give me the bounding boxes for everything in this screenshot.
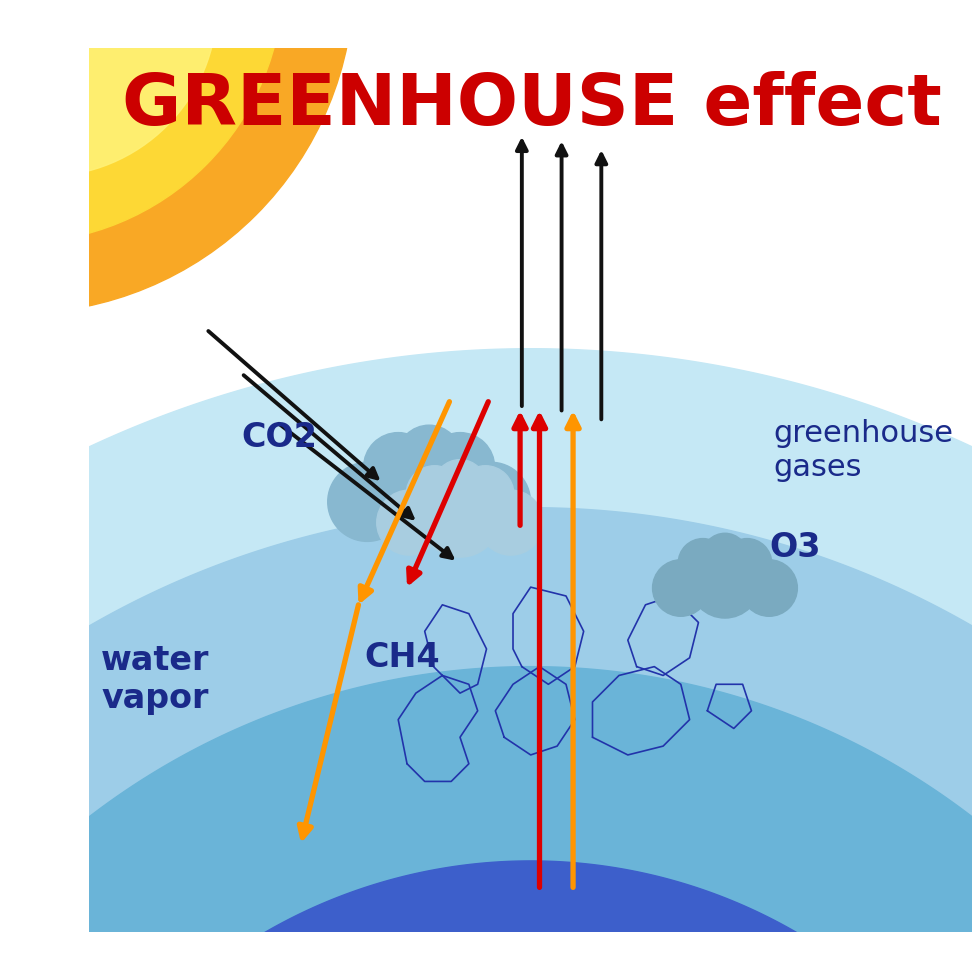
Circle shape — [397, 425, 462, 489]
Circle shape — [0, 0, 283, 243]
Polygon shape — [1, 860, 980, 980]
Polygon shape — [0, 666, 980, 980]
Circle shape — [457, 466, 514, 522]
Text: CH4: CH4 — [365, 641, 440, 674]
Circle shape — [376, 490, 442, 555]
Text: CO2: CO2 — [241, 420, 317, 454]
Circle shape — [690, 548, 760, 618]
Circle shape — [653, 560, 710, 616]
Text: greenhouse
gases: greenhouse gases — [773, 419, 954, 481]
Polygon shape — [0, 349, 980, 980]
Circle shape — [702, 533, 748, 579]
Circle shape — [678, 539, 727, 588]
Circle shape — [364, 432, 433, 502]
Circle shape — [433, 460, 486, 513]
Circle shape — [379, 445, 478, 544]
Circle shape — [425, 432, 495, 502]
Circle shape — [722, 539, 772, 588]
Circle shape — [478, 490, 543, 555]
Circle shape — [327, 463, 407, 541]
Text: water
vapor: water vapor — [101, 644, 210, 715]
Circle shape — [452, 463, 530, 541]
Circle shape — [741, 560, 798, 616]
Circle shape — [419, 476, 501, 557]
Circle shape — [406, 466, 464, 522]
Circle shape — [0, 0, 354, 314]
Text: GREENHOUSE effect: GREENHOUSE effect — [122, 72, 942, 140]
Polygon shape — [0, 508, 980, 980]
Text: O3: O3 — [770, 531, 821, 564]
Circle shape — [0, 0, 218, 176]
